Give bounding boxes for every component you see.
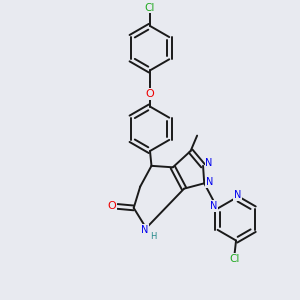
Text: N: N [210,201,218,211]
Text: N: N [206,177,213,187]
Text: N: N [205,158,213,169]
Text: N: N [234,190,241,200]
Text: O: O [108,201,116,212]
Text: O: O [146,89,154,99]
Text: Cl: Cl [145,3,155,13]
Text: H: H [150,232,157,242]
Text: N: N [141,225,148,235]
Text: Cl: Cl [230,254,240,264]
